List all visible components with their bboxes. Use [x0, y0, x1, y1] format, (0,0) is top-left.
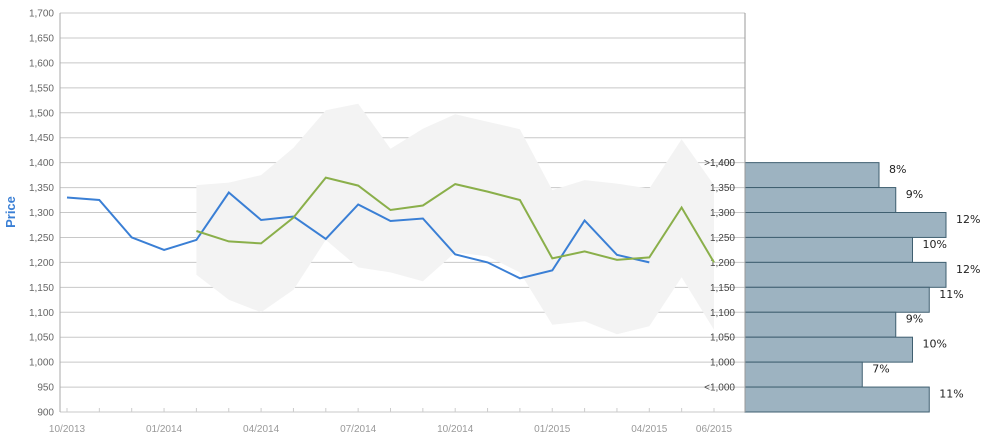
y-tick-label: 1,000	[29, 358, 54, 369]
histogram-bar-label: 12%	[956, 213, 980, 226]
histogram-layer: 8%9%12%10%12%11%9%10%7%11%>1,4001,4001,3…	[704, 158, 980, 413]
y-tick-label: 1,250	[29, 233, 54, 244]
y-tick-label: 900	[37, 408, 54, 419]
y-tick-label: 1,600	[29, 58, 54, 69]
x-tick-label: 06/2015	[696, 424, 733, 435]
x-tick-label: 01/2014	[146, 424, 183, 435]
series-layer	[66, 176, 715, 280]
y-tick-label: 1,100	[29, 308, 54, 319]
y-tick-label: 950	[37, 383, 54, 394]
histogram-bar	[744, 187, 897, 213]
histogram-category-label: 1,400	[710, 158, 735, 169]
histogram-bar-label: 9%	[906, 188, 923, 201]
y-tick-label: 1,300	[29, 208, 54, 219]
histogram-bar-label: 10%	[923, 338, 947, 351]
confidence-band	[196, 103, 714, 335]
histogram-bar-label: 9%	[906, 313, 923, 326]
histogram-bar	[744, 236, 913, 263]
histogram-category-label: 1,150	[710, 283, 735, 294]
y-tick-label: 1,450	[29, 133, 54, 144]
y-tick-label: 1,200	[29, 258, 54, 269]
histogram-bar-label: 7%	[872, 363, 889, 376]
histogram-category-label: 1,200	[710, 258, 735, 269]
y-tick-label: 1,150	[29, 283, 54, 294]
histogram-bar	[744, 212, 947, 238]
y-tick-label: 1,550	[29, 83, 54, 94]
y-tick-label: 1,400	[29, 158, 54, 169]
histogram-bar-label: 12%	[956, 263, 980, 276]
histogram-category-label: >1,400	[704, 158, 735, 169]
x-tick-label: 10/2013	[49, 424, 86, 435]
histogram-bar	[744, 311, 897, 338]
axis-layer: 900 950 1,000 1,050 1,100 1,150 1,200 1,250 1,30…	[29, 9, 746, 435]
x-tick-label: 10/2014	[437, 424, 474, 435]
histogram-category-label: 1,000	[710, 358, 735, 369]
histogram-category-label: 1,050	[710, 333, 735, 344]
histogram-bar	[744, 261, 947, 288]
histogram-bar-label: 11%	[939, 388, 963, 401]
histogram-bar	[744, 286, 930, 313]
x-tick-label: 04/2015	[631, 424, 668, 435]
histogram-bar	[744, 162, 880, 189]
histogram-bar-label: 8%	[889, 163, 906, 176]
x-tick-label: 01/2015	[534, 424, 571, 435]
histogram-bar	[744, 386, 930, 413]
histogram-category-label: 1,350	[710, 183, 735, 194]
y-tick-label: 1,500	[29, 108, 54, 119]
histogram-bar-label: 10%	[923, 238, 947, 251]
histogram-bar-label: 11%	[939, 288, 963, 301]
y-tick-label: 1,700	[29, 9, 54, 20]
histogram-category-label: <1,000	[704, 383, 735, 394]
actual-price-line	[66, 191, 650, 280]
x-tick-label: 07/2014	[340, 424, 377, 435]
forecast-price-line	[196, 176, 715, 263]
histogram-category-label: 1,300	[710, 208, 735, 219]
y-axis-title: Price	[3, 196, 18, 228]
confidence-band-layer	[196, 103, 714, 335]
x-tick-label: 04/2014	[243, 424, 280, 435]
grid-layer	[60, 12, 745, 413]
histogram-category-label: 1,100	[710, 308, 735, 319]
histogram-category-label: 1,250	[710, 233, 735, 244]
y-tick-label: 1,350	[29, 183, 54, 194]
y-tick-label: 1,650	[29, 33, 54, 44]
histogram-bar	[744, 336, 913, 363]
histogram-bar	[744, 361, 863, 388]
y-tick-label: 1,050	[29, 333, 54, 344]
